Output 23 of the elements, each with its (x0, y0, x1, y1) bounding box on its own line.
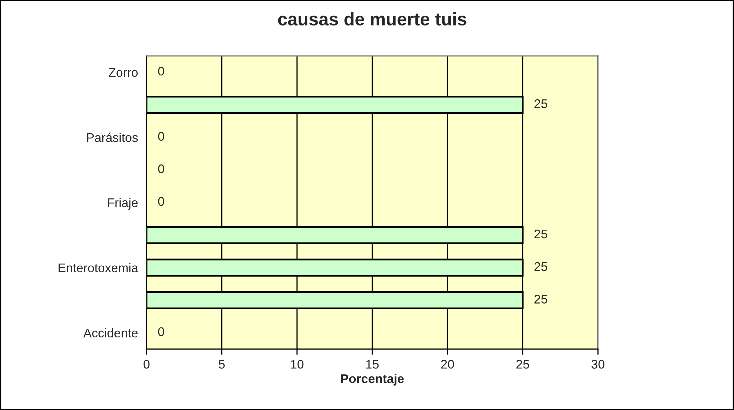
data-label: 25 (534, 294, 548, 304)
y-tick-label: Enterotoxemia (58, 263, 138, 273)
x-tick-label: 25 (516, 360, 530, 369)
y-tick-label: Zorro (109, 68, 138, 78)
y-tick-label: Accidente (84, 328, 138, 338)
x-tick-label: 30 (592, 360, 605, 369)
y-tick-label: Friaje (108, 198, 138, 210)
x-tick-label: 0 (144, 360, 150, 369)
x-tick-label: 10 (291, 360, 304, 369)
y-tick-label: Parásitos (87, 132, 138, 142)
data-label: 25 (534, 100, 548, 108)
x-tick-label: 20 (441, 360, 454, 369)
data-label: 25 (534, 262, 548, 272)
x-tick-label: 15 (366, 360, 379, 369)
data-label: 25 (534, 230, 548, 239)
data-label: 0 (158, 164, 164, 174)
data-label: 0 (158, 132, 164, 141)
data-label: 0 (158, 328, 164, 336)
data-label: 0 (158, 66, 164, 76)
x-tick-label: 5 (219, 360, 225, 369)
x-axis-title: Porcentaje (341, 374, 404, 386)
chart-title: causas de muerte tuis (278, 12, 467, 26)
data-label: 0 (158, 197, 164, 206)
